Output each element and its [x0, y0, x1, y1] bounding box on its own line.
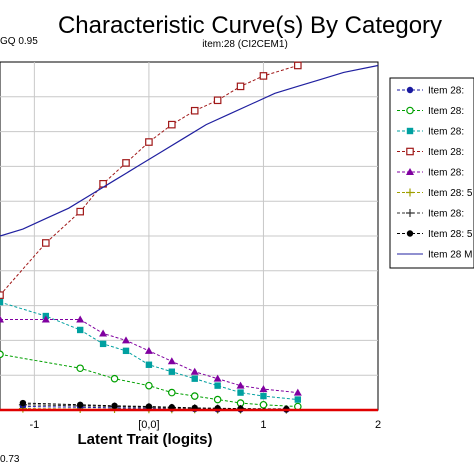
series-3-point-7 [190, 106, 199, 115]
legend-item-4: Item 28: [397, 168, 464, 179]
legend-item-2: Item 28: [397, 127, 464, 138]
series-2-point-5 [145, 361, 153, 368]
series-4-point-11 [293, 388, 302, 396]
series-3 [0, 61, 302, 299]
series-4-point-1 [41, 315, 50, 323]
series-4-point-7 [190, 367, 199, 375]
series-1 [0, 350, 302, 411]
series-3-point-8 [213, 96, 222, 105]
legend-label-4: Item 28: [428, 168, 464, 179]
legend-swatch-marker-6 [406, 209, 414, 217]
legend: Item 28: Item 28: Item 28: Item 28: Item… [397, 86, 473, 261]
series-3-point-5 [145, 138, 153, 146]
grid [0, 62, 378, 410]
series-3-point-10 [259, 72, 268, 80]
legend-label-0: Item 28: [428, 86, 464, 97]
x-tick-label-3: 2 [375, 419, 381, 431]
series-2-point-0 [0, 298, 4, 306]
series-2-point-3 [99, 340, 107, 348]
series-3-point-0 [0, 291, 4, 299]
legend-swatch-marker-1 [406, 106, 414, 115]
series-2-point-10 [260, 392, 267, 400]
series-4-point-6 [167, 357, 176, 365]
corner-top-label: GQ 0.95 [0, 36, 38, 47]
series-layer [0, 61, 379, 414]
series-2-point-7 [191, 375, 198, 382]
series-3-point-6 [168, 120, 176, 129]
series-4-point-0 [0, 315, 4, 323]
legend-label-5: Item 28: 5 [428, 188, 473, 199]
series-3-point-9 [236, 82, 245, 91]
legend-label-3: Item 28: [428, 147, 464, 158]
legend-item-0: Item 28: [397, 86, 464, 97]
legend-swatch-marker-7 [406, 230, 414, 237]
legend-swatch-marker-0 [406, 86, 414, 94]
series-2-point-2 [76, 326, 84, 334]
legend-item-1: Item 28: [397, 106, 464, 117]
series-1-point-5 [190, 392, 199, 400]
legend-item-3: Item 28: [397, 147, 464, 158]
legend-item-8: Item 28 M [397, 250, 472, 261]
legend-swatch-marker-2 [406, 127, 414, 135]
x-tick-label-1: [0,0] [138, 419, 159, 431]
series-2-point-8 [214, 382, 221, 389]
series-1-point-1 [76, 364, 84, 373]
series-7-point-3 [145, 403, 153, 410]
series-1-line [0, 353, 298, 408]
chart-title: Characteristic Curve(s) By Category [58, 12, 442, 39]
series-4 [0, 315, 302, 396]
series-8 [0, 64, 379, 237]
x-tick-labels: -1 [0,0] 1 2 [29, 419, 381, 431]
series-4-point-4 [122, 336, 130, 344]
series-1-point-6 [213, 395, 222, 404]
legend-label-2: Item 28: [428, 127, 464, 138]
legend-label-7: Item 28: 5 [428, 229, 473, 240]
legend-item-5: Item 28: 5 [397, 188, 473, 199]
series-7-line [22, 402, 287, 410]
series-7-point-2 [111, 402, 118, 410]
series-2-line [0, 301, 298, 401]
series-2-point-11 [294, 396, 302, 403]
series-3-point-2 [76, 207, 84, 216]
series-3-point-1 [42, 239, 50, 247]
series-1-point-8 [259, 400, 268, 409]
series-7-point-1 [76, 401, 84, 408]
legend-swatch-marker-4 [406, 168, 414, 175]
legend-item-6: Item 28: [397, 209, 464, 220]
series-4-point-5 [144, 346, 153, 354]
legend-box [389, 77, 474, 269]
series-3-line [0, 65, 298, 296]
series-4-point-3 [99, 329, 108, 337]
x-tick-label-2: 1 [260, 419, 266, 431]
chart-subtitle: item:28 (CI2CEM1) [202, 39, 288, 50]
series-1-point-4 [168, 388, 176, 397]
legend-label-1: Item 28: [428, 106, 464, 117]
corner-bottom-label: 0.73 [0, 454, 20, 465]
x-axis-label: Latent Trait (logits) [78, 431, 213, 448]
x-tick-label-0: -1 [29, 419, 39, 431]
legend-label-8: Item 28 M [428, 250, 472, 261]
series-8-line [0, 64, 379, 237]
series-7-point-0 [19, 399, 27, 407]
series-1-point-3 [145, 381, 153, 390]
series-2-point-4 [122, 347, 130, 355]
series-4-point-9 [236, 381, 245, 389]
legend-swatch-marker-5 [406, 188, 414, 197]
legend-swatch-marker-3 [406, 147, 414, 156]
series-1-point-2 [110, 374, 119, 383]
series-4-point-2 [76, 315, 85, 323]
series-2-point-9 [237, 389, 244, 396]
series-3-point-11 [294, 61, 302, 70]
series-4-point-8 [213, 374, 222, 382]
series-4-point-10 [259, 385, 268, 393]
legend-label-6: Item 28: [428, 209, 464, 220]
legend-item-7: Item 28: 5 [397, 229, 473, 240]
series-3-point-4 [122, 159, 130, 167]
series-1-point-0 [0, 350, 4, 359]
series-2-point-6 [168, 368, 176, 375]
